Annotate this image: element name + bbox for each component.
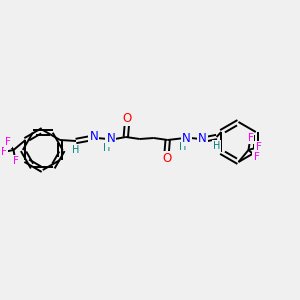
Text: H: H: [103, 143, 111, 153]
Text: N: N: [182, 131, 191, 145]
Text: N: N: [89, 130, 98, 143]
Text: F: F: [4, 137, 10, 147]
Text: F: F: [256, 142, 261, 152]
Text: F: F: [248, 133, 254, 143]
Text: F: F: [254, 152, 260, 162]
Text: N: N: [198, 133, 207, 146]
Text: H: H: [72, 145, 80, 155]
Text: N: N: [106, 133, 115, 146]
Text: F: F: [1, 147, 7, 157]
Text: O: O: [162, 152, 171, 166]
Text: H: H: [213, 141, 220, 151]
Text: H: H: [179, 142, 186, 152]
Text: F: F: [13, 156, 18, 166]
Text: O: O: [122, 112, 131, 124]
